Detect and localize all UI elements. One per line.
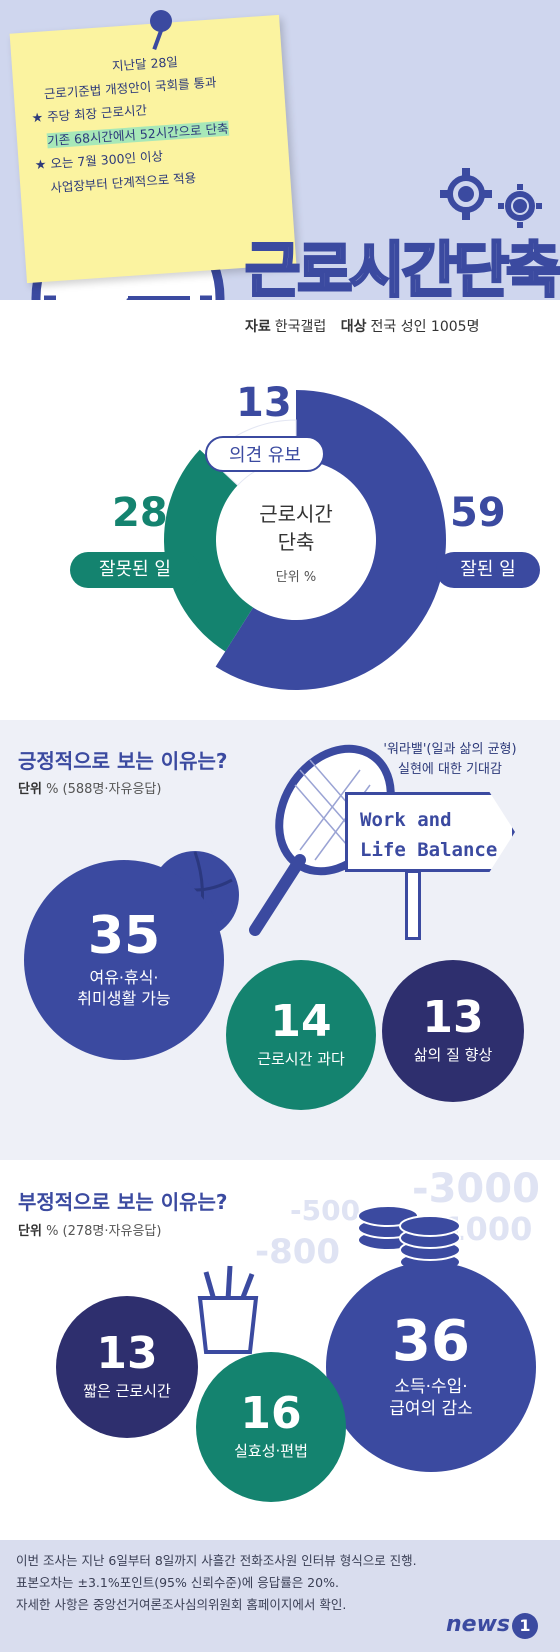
header-section: 지난달 28일 근로기준법 개정안이 국회를 통과 ★ 주당 최장 근로시간 기존… [0,0,560,308]
gear-icon [447,175,535,221]
positive-title: 긍정적으로 보는 이유는? [18,749,228,773]
bg-number: -500 [290,1194,361,1227]
donut-slice [215,390,447,690]
unit-label: 단위 [18,782,42,797]
bad-value: 28 [112,490,168,536]
unit-detail: % (278명·자유응답) [46,1224,162,1239]
pushpin-icon [150,10,172,32]
positive-item: 14 근로시간 과다 [226,960,376,1110]
item-value: 16 [240,1388,302,1440]
item-label: 삶의 질 향상 [413,1046,493,1065]
footer-line: 자세한 사항은 중앙선거여론조사심의위원회 홈페이지에서 확인. [16,1597,347,1612]
news1-logo: news 1 [446,1612,538,1639]
positive-item: 13 삶의 질 향상 [382,960,524,1102]
target-label: 대상 [340,319,367,335]
item-value: 35 [87,906,161,967]
source-line: 자료 한국갤럽 대상 전국 성인 1005명 [245,316,489,336]
footer-notes: 이번 조사는 지난 6일부터 8일까지 사흘간 전화조사원 인터뷰 형식으로 진… [16,1550,456,1616]
unit-detail: % (588명·자유응답) [46,782,162,797]
bad-label: 잘못된 일 [70,552,200,588]
wlb-sign: Work and Life Balance [345,792,515,872]
item-value: 13 [96,1328,158,1380]
donut-slice [163,449,254,652]
item-label: 소득·수입· [394,1376,468,1397]
bg-number: -3000 [412,1166,540,1212]
donut-center-title: 근로시간 [259,502,333,526]
item-label: 실효성·편법 [234,1442,308,1461]
item-label: 급여의 감소 [389,1399,473,1419]
item-label: 짧은 근로시간 [83,1382,171,1401]
item-label: 취미생활 가능 [77,989,171,1008]
logo-text: news [445,1612,510,1637]
footer-line: 표본오차는 ±3.1%포인트(95% 신뢰수준)에 응답률은 20%. [16,1575,339,1590]
footer-line: 이번 조사는 지난 6일부터 8일까지 사흘간 전화조사원 인터뷰 형식으로 진… [16,1553,417,1568]
positive-unit: 단위 % (588명·자유응답) [18,778,161,797]
donut-center-title: 단축 [277,530,315,554]
wlb-note-line: 실현에 대한 기대감 [398,762,502,777]
unit-label: 단위 [18,1224,42,1239]
pencil-cup-icon [197,1265,259,1354]
negative-item: 16 실효성·편법 [196,1352,346,1502]
negative-title: 부정적으로 보는 이유는? [18,1190,228,1214]
reserve-value: 13 [236,380,292,426]
wlb-note: '워라밸'(일과 삶의 균형) 실현에 대한 기대감 [360,740,540,780]
target-value: 전국 성인 1005명 [370,319,480,335]
item-label: 여유·휴식· [89,968,159,988]
reserve-label: 의견 유보 [205,436,325,472]
donut-unit: 단위 % [275,570,317,585]
source-label: 자료 [245,319,271,335]
good-label: 잘된 일 [436,552,540,588]
negative-unit: 단위 % (278명·자유응답) [18,1220,161,1239]
negative-item: 13 짧은 근로시간 [56,1296,198,1438]
negative-item: 36 소득·수입· 급여의 감소 [326,1262,536,1472]
wlb-note-line: '워라밸'(일과 삶의 균형) [383,742,517,757]
donut-center: 근로시간 단축 단위 % [226,500,366,585]
sign-line: Life Balance [360,839,498,861]
item-value: 36 [392,1308,470,1374]
good-value: 59 [450,490,506,536]
source-value: 한국갤럽 [274,319,327,335]
item-label: 근로시간 과다 [257,1050,345,1069]
footer [0,1540,560,1652]
item-value: 13 [422,992,484,1044]
bg-number: -800 [255,1232,341,1272]
positive-item: 35 여유·휴식· 취미생활 가능 [24,860,224,1060]
item-value: 14 [270,996,332,1048]
gear-teeth-icon [440,168,542,228]
page-title: 근로시간단축 [243,235,560,308]
sign-line: Work and [360,809,452,831]
logo-mark: 1 [512,1613,538,1639]
